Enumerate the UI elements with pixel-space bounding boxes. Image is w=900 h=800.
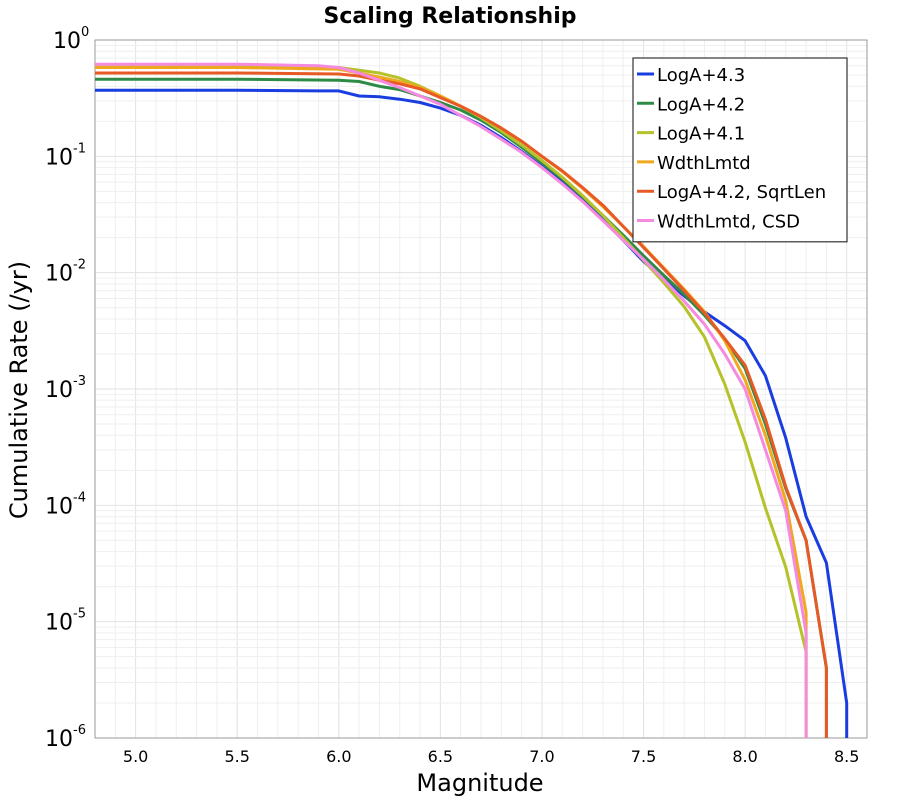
y-tick-label: 10 [45, 727, 73, 752]
x-tick-label: 5.5 [224, 747, 249, 766]
legend-label: LogA+4.2 [657, 94, 745, 115]
y-tick-exponent: -2 [73, 258, 86, 273]
legend-label: WdthLmtd, CSD [657, 212, 800, 233]
x-tick-label: 8.5 [834, 747, 859, 766]
series-line-loga-4-1 [95, 64, 808, 738]
x-tick-label: 6.0 [326, 747, 351, 766]
legend-label: WdthLmtd [657, 153, 751, 174]
legend-box [632, 57, 848, 243]
y-tick-exponent: -4 [73, 490, 86, 505]
y-tick-exponent: 0 [81, 25, 89, 40]
y-tick-exponent: -5 [73, 607, 86, 622]
series-line-wdthlmtd-csd [95, 62, 808, 738]
x-tick-label: 7.5 [631, 747, 656, 766]
legend-label: LogA+4.1 [657, 124, 745, 145]
y-tick-label: 10 [45, 145, 73, 170]
x-tick-label: 5.0 [123, 747, 148, 766]
legend-label: LogA+4.2, SqrtLen [657, 182, 826, 203]
y-tick-label: 10 [45, 611, 73, 636]
series-line-loga-4-2-sqrtlen [95, 71, 828, 738]
y-tick-label: 10 [45, 262, 73, 287]
x-tick-label: 7.0 [529, 747, 554, 766]
plot-frame [94, 39, 868, 739]
y-tick-exponent: -3 [73, 374, 86, 389]
y-tick-exponent: -1 [73, 141, 86, 156]
legend-label: LogA+4.3 [657, 65, 745, 86]
series-line-loga-4-3 [95, 88, 849, 738]
series-lines [95, 62, 849, 738]
y-tick-label: 10 [45, 494, 73, 519]
x-tick-label: 6.5 [428, 747, 453, 766]
x-axis-label: Magnitude [416, 769, 543, 797]
x-tick-label: 8.0 [732, 747, 757, 766]
y-axis-label: Cumulative Rate (/yr) [5, 261, 33, 519]
y-tick-exponent: -6 [73, 723, 86, 738]
legend: LogA+4.3 LogA+4.2 LogA+4.1 WdthLmtd LogA+4.2… [632, 57, 848, 243]
y-tick-label: 10 [53, 29, 81, 54]
x-tick-labels: 5.0 5.5 6.0 6.5 7.0 7.5 8.0 8.5 [123, 747, 860, 766]
y-tick-label: 10 [45, 378, 73, 403]
chart-title: Scaling Relationship [323, 4, 576, 29]
